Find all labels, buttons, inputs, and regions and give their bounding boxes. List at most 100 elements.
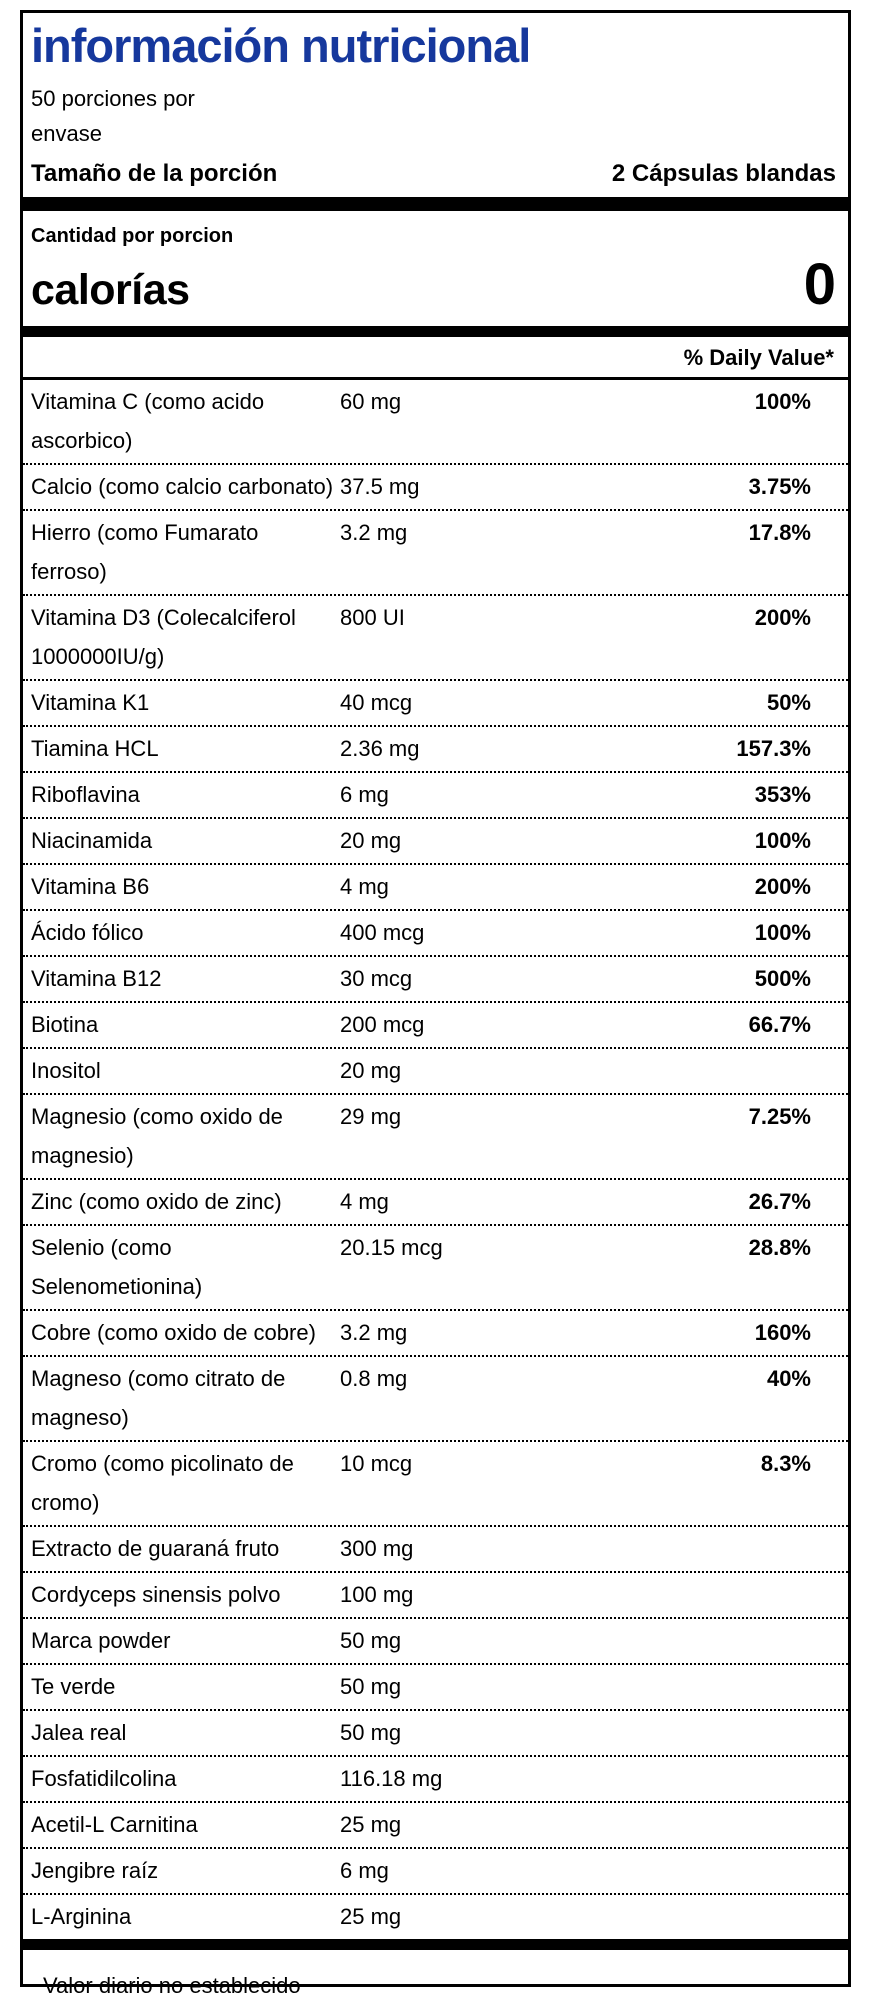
calories-value: 0 xyxy=(803,252,836,317)
table-row: Magneso (como citrato de magneso) 0.8 mg… xyxy=(23,1357,848,1442)
nutrient-amount: 200 mcg xyxy=(340,1012,425,1037)
nutrient-name: Niacinamida xyxy=(31,828,153,853)
nutrient-amount: 50 mg xyxy=(340,1674,402,1699)
nutrient-daily-value: 100% xyxy=(754,828,811,853)
nutrient-daily-value xyxy=(530,1851,848,1890)
nutrient-daily-value xyxy=(530,1713,848,1752)
table-row: Cordyceps sinensis polvo 100 mg xyxy=(23,1573,848,1619)
nutrient-name: Cordyceps sinensis polvo xyxy=(31,1582,281,1607)
nutrient-name: Vitamina K1 xyxy=(31,690,150,715)
nutrient-amount: 100 mg xyxy=(340,1582,414,1607)
nutrient-name: Magnesio (como oxido de magnesio) xyxy=(31,1104,283,1168)
nutrient-daily-value: 200% xyxy=(754,874,811,899)
nutrient-name: Biotina xyxy=(31,1012,99,1037)
nutrient-daily-value: 100% xyxy=(754,920,811,945)
nutrient-amount: 60 mg xyxy=(340,389,402,414)
nutrient-name: L-Arginina xyxy=(31,1904,132,1929)
table-row: Ácido fólico 400 mcg 100% xyxy=(23,911,848,957)
table-row: Biotina 200 mcg 66.7% xyxy=(23,1003,848,1049)
servings-per-container: 50 porciones por envase xyxy=(23,73,848,151)
table-row: Inositol 20 mg xyxy=(23,1049,848,1095)
nutrient-name: Hierro (como Fumarato ferroso) xyxy=(31,520,259,584)
nutrient-daily-value: 157.3% xyxy=(736,736,811,761)
nutrient-amount: 3.2 mg xyxy=(340,1320,408,1345)
serving-size-value: 2 Cápsulas blandas xyxy=(611,160,836,187)
nutrient-daily-value: 8.3% xyxy=(760,1451,811,1476)
nutrient-daily-value: 50% xyxy=(766,690,811,715)
nutrient-amount: 37.5 mg xyxy=(340,474,420,499)
table-row: Zinc (como oxido de zinc) 4 mg 26.7% xyxy=(23,1180,848,1226)
calories-row: calorías 0 xyxy=(23,251,848,318)
nutrient-amount: 20.15 mcg xyxy=(340,1235,443,1260)
nutrient-amount: 50 mg xyxy=(340,1720,402,1745)
serving-size-row: Tamaño de la porción 2 Cápsulas blandas xyxy=(23,159,848,189)
table-row: Extracto de guaraná fruto 300 mg xyxy=(23,1527,848,1573)
table-row: Cobre (como oxido de cobre) 3.2 mg 160% xyxy=(23,1311,848,1357)
table-row: Vitamina D3 (Colecalciferol 1000000IU/g)… xyxy=(23,596,848,681)
table-row: Acetil-L Carnitina 25 mg xyxy=(23,1803,848,1849)
nutrient-name: Magneso (como citrato de magneso) xyxy=(31,1366,286,1430)
nutrient-daily-value: 7.25% xyxy=(748,1104,811,1129)
nutrient-name: Zinc (como oxido de zinc) xyxy=(31,1189,282,1214)
nutrient-amount: 4 mg xyxy=(340,874,389,899)
calories-label: calorías xyxy=(31,266,190,314)
nutrient-daily-value: 3.75% xyxy=(748,474,811,499)
nutrient-daily-value: 17.8% xyxy=(748,520,811,545)
nutrient-daily-value xyxy=(530,1575,848,1614)
table-row: Vitamina K1 40 mcg 50% xyxy=(23,681,848,727)
nutrient-name: Ácido fólico xyxy=(31,920,144,945)
table-row: Marca powder 50 mg xyxy=(23,1619,848,1665)
nutrient-name: Tiamina HCL xyxy=(31,736,159,761)
nutrient-amount: 20 mg xyxy=(340,828,402,853)
table-row: Magnesio (como oxido de magnesio) 29 mg … xyxy=(23,1095,848,1180)
nutrient-name: Calcio (como calcio carbonato) xyxy=(31,474,334,499)
nutrient-amount: 6 mg xyxy=(340,782,389,807)
nutrient-daily-value: 200% xyxy=(754,605,811,630)
nutrient-amount: 0.8 mg xyxy=(340,1366,408,1391)
nutrient-amount: 6 mg xyxy=(340,1858,389,1883)
table-row: Vitamina C (como acido ascorbico) 60 mg … xyxy=(23,380,848,465)
table-row: Jalea real 50 mg xyxy=(23,1711,848,1757)
nutrient-daily-value xyxy=(530,1759,848,1798)
nutrient-name: Acetil-L Carnitina xyxy=(31,1812,198,1837)
table-row: Tiamina HCL 2.36 mg 157.3% xyxy=(23,727,848,773)
nutrient-daily-value xyxy=(530,1897,848,1936)
nutrient-name: Cobre (como oxido de cobre) xyxy=(31,1320,316,1345)
nutrient-daily-value: 353% xyxy=(754,782,811,807)
table-row: Selenio (como Selenometionina) 20.15 mcg… xyxy=(23,1226,848,1311)
nutrient-amount: 400 mcg xyxy=(340,920,425,945)
nutrient-name: Jalea real xyxy=(31,1720,127,1745)
amount-per-serving-label: Cantidad por porcion xyxy=(31,225,234,247)
nutrient-amount: 3.2 mg xyxy=(340,520,408,545)
nutrient-daily-value xyxy=(530,1529,848,1568)
nutrient-name: Selenio (como Selenometionina) xyxy=(31,1235,203,1299)
nutrient-amount: 800 UI xyxy=(340,605,405,630)
nutrient-amount: 30 mcg xyxy=(340,966,413,991)
nutrient-daily-value: 500% xyxy=(754,966,811,991)
divider-thick-top xyxy=(23,197,848,211)
nutrient-name: Cromo (como picolinato de cromo) xyxy=(31,1451,294,1515)
divider-thick-bottom xyxy=(23,1939,848,1950)
nutrient-daily-value xyxy=(530,1621,848,1660)
nutrient-name: Inositol xyxy=(31,1058,101,1083)
nutrient-name: Vitamina C (como acido ascorbico) xyxy=(31,389,265,453)
nutrient-daily-value: 66.7% xyxy=(748,1012,811,1037)
nutrition-facts-panel: información nutricional 50 porciones por… xyxy=(20,10,851,1998)
nutrient-daily-value: 28.8% xyxy=(748,1235,811,1260)
table-row: Riboflavina 6 mg 353% xyxy=(23,773,848,819)
nutrient-name: Riboflavina xyxy=(31,782,140,807)
nutrient-name: Vitamina B12 xyxy=(31,966,162,991)
nutrient-daily-value: 160% xyxy=(754,1320,811,1345)
table-row: Vitamina B6 4 mg 200% xyxy=(23,865,848,911)
table-row: Cromo (como picolinato de cromo) 10 mcg … xyxy=(23,1442,848,1527)
nutrient-amount: 25 mg xyxy=(340,1904,402,1929)
table-row: Hierro (como Fumarato ferroso) 3.2 mg 17… xyxy=(23,511,848,596)
nutrient-table: Vitamina C (como acido ascorbico) 60 mg … xyxy=(23,380,848,1939)
nutrient-name: Te verde xyxy=(31,1674,116,1699)
nutrient-name: Jengibre raíz xyxy=(31,1858,159,1883)
table-row: Niacinamida 20 mg 100% xyxy=(23,819,848,865)
table-row: Te verde 50 mg xyxy=(23,1665,848,1711)
nutrient-daily-value xyxy=(530,1051,848,1090)
table-row: L-Arginina 25 mg xyxy=(23,1895,848,1939)
nutrient-amount: 29 mg xyxy=(340,1104,402,1129)
